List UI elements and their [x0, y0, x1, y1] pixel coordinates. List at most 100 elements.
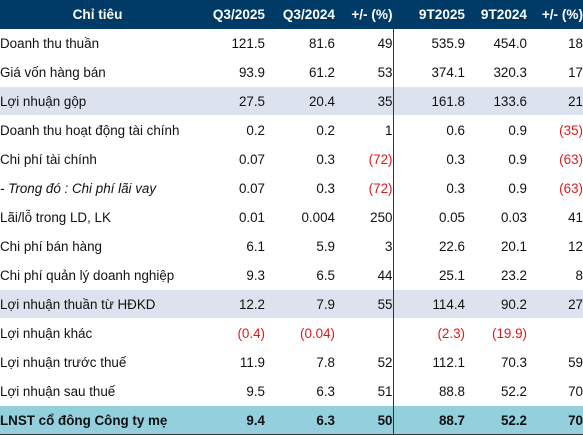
cell-q3-2025: 6.1 — [246, 238, 265, 254]
cell-9m-change: 21 — [527, 86, 583, 116]
cell-9t2024: 90.2 — [465, 289, 527, 319]
cell-q3-2025: 0.07 — [238, 180, 265, 196]
cell-9m-change: 41 — [568, 209, 583, 225]
cell-9t2024: 52.2 — [465, 405, 527, 435]
cell-9t2024: 70.3 — [500, 354, 527, 370]
cell-9m-change: 8 — [575, 267, 583, 283]
cell-9t2025: 161.8 — [392, 86, 465, 116]
cell-q3-2024: 6.3 — [265, 405, 335, 435]
table-row: Chi phí tài chính 0.07 0.3 (72) 0.3 0.9 … — [0, 144, 583, 174]
table-row: - Trong đó : Chi phí lãi vay 0.07 0.3 (7… — [0, 173, 583, 203]
cell-q3-2025: 11.9 — [239, 354, 265, 370]
cell-9t2025: 0.3 — [392, 173, 465, 203]
cell-q3-2024: 5.9 — [316, 238, 335, 254]
cell-9t2025: 112.1 — [392, 347, 465, 377]
cell-9t2025: 25.1 — [392, 260, 465, 290]
cell-quarter-change: 1 — [385, 122, 393, 138]
row-label: Lợi nhuận thuần từ HĐKD — [0, 289, 195, 319]
cell-q3-2024: 0.2 — [316, 122, 335, 138]
cell-q3-2025: 121.5 — [231, 35, 265, 51]
row-label: Chi phí bán hàng — [0, 238, 102, 254]
table-row: Lợi nhuận sau thuế 9.5 6.3 51 88.8 52.2 … — [0, 376, 583, 406]
cell-9t2024: 133.6 — [465, 86, 527, 116]
table-header-row: Chỉ tiêu Q3/2025 Q3/2024 +/- (%) 9T2025 … — [0, 0, 583, 29]
cell-9m-change: (35) — [559, 122, 583, 138]
cell-q3-2024: 0.3 — [316, 180, 335, 196]
cell-q3-2024: 7.8 — [316, 354, 335, 370]
cell-9t2024: 0.9 — [508, 122, 527, 138]
cell-quarter-change: 35 — [335, 86, 393, 116]
cell-q3-2025: (0.4) — [237, 325, 265, 341]
cell-q3-2024: 7.9 — [265, 289, 335, 319]
row-label: Chi phí quản lý doanh nghiệp — [0, 267, 175, 283]
cell-quarter-change: 49 — [377, 35, 393, 51]
cell-quarter-change: 44 — [377, 267, 393, 283]
cell-9m-change: (63) — [559, 151, 583, 167]
cell-q3-2025: 27.5 — [195, 86, 265, 116]
row-label: - Trong đó : Chi phí lãi vay — [0, 180, 157, 196]
row-label: Doanh thu thuần — [0, 35, 100, 51]
row-label: LNST cổ đông Công ty mẹ — [0, 405, 195, 435]
row-label: Lợi nhuận sau thuế — [0, 383, 116, 399]
table-row: Lợi nhuận trước thuế 11.9 7.8 52 112.1 7… — [0, 347, 583, 377]
cell-quarter-change: 52 — [377, 354, 393, 370]
cell-q3-2025: 93.9 — [238, 64, 265, 80]
header-q3-2024: Q3/2024 — [265, 0, 335, 29]
cell-9t2024: 20.1 — [500, 238, 527, 254]
cell-quarter-change: 3 — [385, 238, 393, 254]
table-row: Giá vốn hàng bán 93.9 61.2 53 374.1 320.… — [0, 57, 583, 87]
cell-q3-2025: 9.3 — [246, 267, 265, 283]
cell-9m-change: 18 — [568, 35, 583, 51]
header-indicator: Chỉ tiêu — [0, 0, 195, 29]
cell-9t2025: 22.6 — [392, 231, 465, 261]
table-row: Chi phí quản lý doanh nghiệp 9.3 6.5 44 … — [0, 260, 583, 290]
table-row: Chi phí bán hàng 6.1 5.9 3 22.6 20.1 12 — [0, 231, 583, 261]
table-row: Doanh thu hoạt động tài chính 0.2 0.2 1 … — [0, 115, 583, 145]
cell-9t2025: 0.6 — [392, 115, 465, 145]
cell-9t2024: 0.03 — [500, 209, 527, 225]
header-quarter-change-pct: +/- (%) — [335, 0, 393, 29]
cell-9t2025: 88.7 — [392, 405, 465, 435]
row-label: Lợi nhuận trước thuế — [0, 354, 127, 370]
row-label: Lợi nhuận gộp — [0, 86, 195, 116]
cell-9m-change: (63) — [559, 180, 583, 196]
cell-9t2025: 114.4 — [392, 289, 465, 319]
cell-9t2024: 0.9 — [508, 151, 527, 167]
cell-9m-change: 70 — [568, 383, 583, 399]
cell-q3-2025: 12.2 — [195, 289, 265, 319]
cell-q3-2025: 0.07 — [238, 151, 265, 167]
cell-9m-change: 27 — [527, 289, 583, 319]
cell-quarter-change: (72) — [368, 151, 393, 167]
table-row: Lãi/lỗ trong LD, LK 0.01 0.004 250 0.05 … — [0, 202, 583, 232]
table-row: Lợi nhuận gộp 27.5 20.4 35 161.8 133.6 2… — [0, 86, 583, 116]
cell-q3-2024: (0.04) — [300, 325, 335, 341]
cell-9t2024: 23.2 — [500, 267, 527, 283]
cell-q3-2025: 9.5 — [246, 383, 265, 399]
cell-q3-2024: 6.3 — [316, 383, 335, 399]
header-9m-change-pct: +/- (%) — [527, 0, 583, 29]
table-row: Lợi nhuận khác (0.4) (0.04) (2.3) (19.9) — [0, 318, 583, 348]
cell-q3-2024: 0.3 — [316, 151, 335, 167]
cell-quarter-change: (72) — [368, 180, 393, 196]
cell-quarter-change — [335, 319, 393, 348]
cell-quarter-change: 51 — [377, 383, 393, 399]
cell-9t2025: 0.3 — [392, 144, 465, 174]
row-label: Lợi nhuận khác — [0, 325, 93, 341]
cell-q3-2024: 0.004 — [301, 209, 335, 225]
cell-9t2025: (2.3) — [392, 318, 465, 348]
table-row: Doanh thu thuần 121.5 81.6 49 535.9 454.… — [0, 29, 583, 58]
cell-q3-2024: 6.5 — [316, 267, 335, 283]
row-label: Lãi/lỗ trong LD, LK — [0, 209, 111, 225]
cell-quarter-change: 55 — [335, 289, 393, 319]
cell-quarter-change: 250 — [370, 209, 393, 225]
cell-quarter-change: 53 — [377, 64, 393, 80]
cell-9m-change: 12 — [568, 238, 583, 254]
row-label: Giá vốn hàng bán — [0, 64, 106, 80]
cell-q3-2025: 9.4 — [195, 405, 265, 435]
cell-9t2025: 535.9 — [392, 29, 465, 58]
cell-9t2025: 88.8 — [392, 376, 465, 406]
cell-9m-change: 70 — [527, 405, 583, 435]
cell-9m-change: 17 — [568, 64, 583, 80]
cell-q3-2025: 0.01 — [238, 209, 265, 225]
